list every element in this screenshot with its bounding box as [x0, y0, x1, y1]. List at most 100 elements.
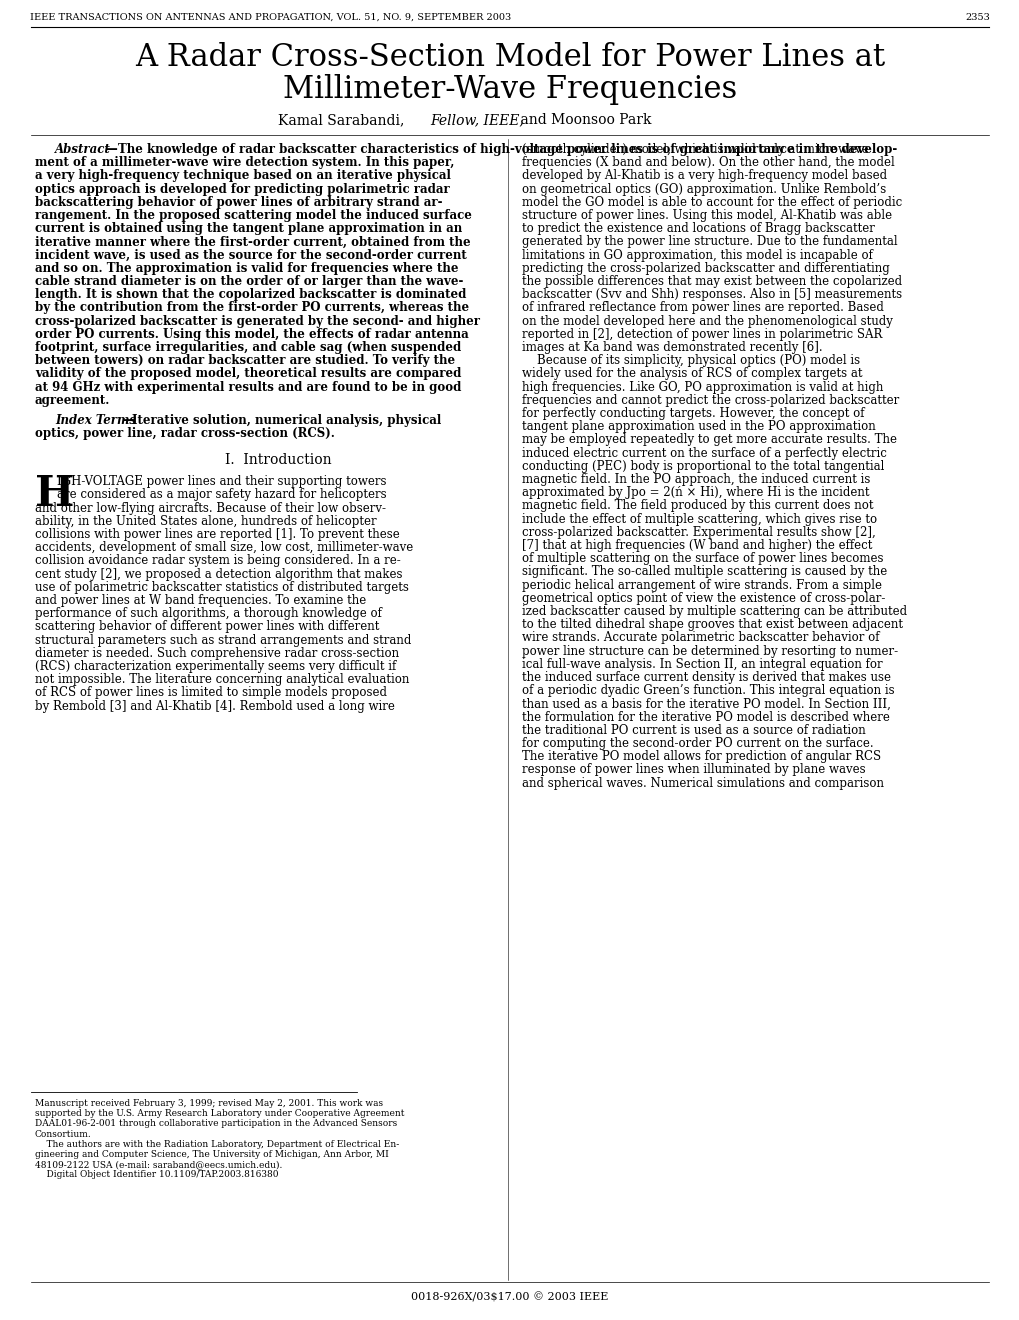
- Text: collisions with power lines are reported [1]. To prevent these: collisions with power lines are reported…: [35, 528, 399, 541]
- Text: model the GO model is able to account for the effect of periodic: model the GO model is able to account fo…: [522, 195, 902, 209]
- Text: by Rembold [3] and Al-Khatib [4]. Rembold used a long wire: by Rembold [3] and Al-Khatib [4]. Rembol…: [35, 700, 394, 713]
- Text: Kamal Sarabandi,: Kamal Sarabandi,: [278, 114, 409, 127]
- Text: magnetic field. In the PO approach, the induced current is: magnetic field. In the PO approach, the …: [522, 473, 869, 486]
- Text: at 94 GHz with experimental results and are found to be in good: at 94 GHz with experimental results and …: [35, 380, 461, 393]
- Text: A Radar Cross-Section Model for Power Lines at: A Radar Cross-Section Model for Power Li…: [135, 42, 884, 73]
- Text: gineering and Computer Science, The University of Michigan, Ann Arbor, MI: gineering and Computer Science, The Univ…: [35, 1150, 388, 1159]
- Text: structural parameters such as strand arrangements and strand: structural parameters such as strand arr…: [35, 634, 411, 647]
- Text: diameter is needed. Such comprehensive radar cross-section: diameter is needed. Such comprehensive r…: [35, 647, 398, 660]
- Text: magnetic field. The field produced by this current does not: magnetic field. The field produced by th…: [522, 499, 872, 512]
- Text: may be employed repeatedly to get more accurate results. The: may be employed repeatedly to get more a…: [522, 433, 896, 446]
- Text: for computing the second-order PO current on the surface.: for computing the second-order PO curren…: [522, 737, 872, 750]
- Text: structure of power lines. Using this model, Al-Khatib was able: structure of power lines. Using this mod…: [522, 209, 892, 222]
- Text: Consortium.: Consortium.: [35, 1130, 92, 1139]
- Text: predicting the cross-polarized backscatter and differentiating: predicting the cross-polarized backscatt…: [522, 261, 889, 275]
- Text: and so on. The approximation is valid for frequencies where the: and so on. The approximation is valid fo…: [35, 261, 459, 275]
- Text: and Moonsoo Park: and Moonsoo Park: [516, 114, 651, 127]
- Text: use of polarimetric backscatter statistics of distributed targets: use of polarimetric backscatter statisti…: [35, 581, 409, 594]
- Text: the traditional PO current is used as a source of radiation: the traditional PO current is used as a …: [522, 723, 865, 737]
- Text: response of power lines when illuminated by plane waves: response of power lines when illuminated…: [522, 763, 865, 776]
- Text: and other low-flying aircrafts. Because of their low observ-: and other low-flying aircrafts. Because …: [35, 502, 385, 515]
- Text: H: H: [35, 473, 74, 515]
- Text: are considered as a major safety hazard for helicopters: are considered as a major safety hazard …: [57, 488, 386, 502]
- Text: The authors are with the Radiation Laboratory, Department of Electrical En-: The authors are with the Radiation Labor…: [35, 1139, 398, 1148]
- Text: and power lines at W band frequencies. To examine the: and power lines at W band frequencies. T…: [35, 594, 366, 607]
- Text: for perfectly conducting targets. However, the concept of: for perfectly conducting targets. Howeve…: [522, 407, 864, 420]
- Text: ability, in the United States alone, hundreds of helicopter: ability, in the United States alone, hun…: [35, 515, 376, 528]
- Text: Digital Object Identifier 10.1109/TAP.2003.816380: Digital Object Identifier 10.1109/TAP.20…: [35, 1171, 278, 1179]
- Text: images at Ka band was demonstrated recently [6].: images at Ka band was demonstrated recen…: [522, 341, 821, 354]
- Text: by the contribution from the first-order PO currents, whereas the: by the contribution from the first-order…: [35, 301, 469, 314]
- Text: approximated by Jpo = 2(ń × Hi), where Hi is the incident: approximated by Jpo = 2(ń × Hi), where H…: [522, 486, 868, 499]
- Text: cent study [2], we proposed a detection algorithm that makes: cent study [2], we proposed a detection …: [35, 568, 403, 581]
- Text: backscattering behavior of power lines of arbitrary strand ar-: backscattering behavior of power lines o…: [35, 195, 442, 209]
- Text: current is obtained using the tangent plane approximation in an: current is obtained using the tangent pl…: [35, 222, 462, 235]
- Text: scattering behavior of different power lines with different: scattering behavior of different power l…: [35, 620, 379, 634]
- Text: agreement.: agreement.: [35, 393, 110, 407]
- Text: geometrical optics point of view the existence of cross-polar-: geometrical optics point of view the exi…: [522, 591, 884, 605]
- Text: accidents, development of small size, low cost, millimeter-wave: accidents, development of small size, lo…: [35, 541, 413, 554]
- Text: high frequencies. Like GO, PO approximation is valid at high: high frequencies. Like GO, PO approximat…: [522, 380, 882, 393]
- Text: to the tilted dihedral shape grooves that exist between adjacent: to the tilted dihedral shape grooves tha…: [522, 618, 902, 631]
- Text: periodic helical arrangement of wire strands. From a simple: periodic helical arrangement of wire str…: [522, 578, 881, 591]
- Text: Abstract: Abstract: [55, 143, 111, 156]
- Text: (smooth cylinder) model, which is valid only at microwave: (smooth cylinder) model, which is valid …: [522, 143, 868, 156]
- Text: optics, power line, radar cross-section (RCS).: optics, power line, radar cross-section …: [35, 428, 334, 440]
- Text: The iterative PO model allows for prediction of angular RCS: The iterative PO model allows for predic…: [522, 750, 880, 763]
- Text: Manuscript received February 3, 1999; revised May 2, 2001. This work was: Manuscript received February 3, 1999; re…: [35, 1100, 383, 1107]
- Text: of a periodic dyadic Green’s function. This integral equation is: of a periodic dyadic Green’s function. T…: [522, 684, 894, 697]
- Text: generated by the power line structure. Due to the fundamental: generated by the power line structure. D…: [522, 235, 897, 248]
- Text: 0018-926X/03$17.00 © 2003 IEEE: 0018-926X/03$17.00 © 2003 IEEE: [411, 1292, 608, 1303]
- Text: (RCS) characterization experimentally seems very difficult if: (RCS) characterization experimentally se…: [35, 660, 395, 673]
- Text: Index Terms: Index Terms: [55, 414, 136, 426]
- Text: cable strand diameter is on the order of or larger than the wave-: cable strand diameter is on the order of…: [35, 275, 463, 288]
- Text: IEEE TRANSACTIONS ON ANTENNAS AND PROPAGATION, VOL. 51, NO. 9, SEPTEMBER 2003: IEEE TRANSACTIONS ON ANTENNAS AND PROPAG…: [30, 13, 511, 22]
- Text: not impossible. The literature concerning analytical evaluation: not impossible. The literature concernin…: [35, 673, 409, 686]
- Text: limitations in GO approximation, this model is incapable of: limitations in GO approximation, this mo…: [522, 248, 872, 261]
- Text: and spherical waves. Numerical simulations and comparison: and spherical waves. Numerical simulatio…: [522, 776, 883, 789]
- Text: reported in [2], detection of power lines in polarimetric SAR: reported in [2], detection of power line…: [522, 327, 881, 341]
- Text: to predict the existence and locations of Bragg backscatter: to predict the existence and locations o…: [522, 222, 874, 235]
- Text: I.  Introduction: I. Introduction: [224, 453, 331, 467]
- Text: —: —: [122, 414, 133, 426]
- Text: DAAL01-96-2-001 through collaborative participation in the Advanced Sensors: DAAL01-96-2-001 through collaborative pa…: [35, 1119, 396, 1129]
- Text: power line structure can be determined by resorting to numer-: power line structure can be determined b…: [522, 644, 898, 657]
- Text: Fellow, IEEE,: Fellow, IEEE,: [430, 114, 523, 127]
- Text: iterative manner where the first-order current, obtained from the: iterative manner where the first-order c…: [35, 235, 470, 248]
- Text: —: —: [105, 143, 116, 156]
- Text: footprint, surface irregularities, and cable sag (when suspended: footprint, surface irregularities, and c…: [35, 341, 461, 354]
- Text: supported by the U.S. Army Research Laboratory under Cooperative Agreement: supported by the U.S. Army Research Labo…: [35, 1109, 405, 1118]
- Text: IGH-VOLTAGE power lines and their supporting towers: IGH-VOLTAGE power lines and their suppor…: [57, 475, 386, 488]
- Text: between towers) on radar backscatter are studied. To verify the: between towers) on radar backscatter are…: [35, 354, 454, 367]
- Text: of RCS of power lines is limited to simple models proposed: of RCS of power lines is limited to simp…: [35, 686, 386, 700]
- Text: rangement. In the proposed scattering model the induced surface: rangement. In the proposed scattering mo…: [35, 209, 472, 222]
- Text: order PO currents. Using this model, the effects of radar antenna: order PO currents. Using this model, the…: [35, 327, 469, 341]
- Text: induced electric current on the surface of a perfectly electric: induced electric current on the surface …: [522, 446, 886, 459]
- Text: frequencies (X band and below). On the other hand, the model: frequencies (X band and below). On the o…: [522, 156, 894, 169]
- Text: validity of the proposed model, theoretical results are compared: validity of the proposed model, theoreti…: [35, 367, 461, 380]
- Text: incident wave, is used as the source for the second-order current: incident wave, is used as the source for…: [35, 248, 467, 261]
- Text: tangent plane approximation used in the PO approximation: tangent plane approximation used in the …: [522, 420, 875, 433]
- Text: ment of a millimeter-wave wire detection system. In this paper,: ment of a millimeter-wave wire detection…: [35, 156, 453, 169]
- Text: include the effect of multiple scattering, which gives rise to: include the effect of multiple scatterin…: [522, 512, 876, 525]
- Text: a very high-frequency technique based on an iterative physical: a very high-frequency technique based on…: [35, 169, 450, 182]
- Text: of infrared reflectance from power lines are reported. Based: of infrared reflectance from power lines…: [522, 301, 883, 314]
- Text: conducting (PEC) body is proportional to the total tangential: conducting (PEC) body is proportional to…: [522, 459, 883, 473]
- Text: length. It is shown that the copolarized backscatter is dominated: length. It is shown that the copolarized…: [35, 288, 466, 301]
- Text: on geometrical optics (GO) approximation. Unlike Rembold’s: on geometrical optics (GO) approximation…: [522, 182, 886, 195]
- Text: performance of such algorithms, a thorough knowledge of: performance of such algorithms, a thorou…: [35, 607, 381, 620]
- Text: the possible differences that may exist between the copolarized: the possible differences that may exist …: [522, 275, 901, 288]
- Text: Iterative solution, numerical analysis, physical: Iterative solution, numerical analysis, …: [131, 414, 441, 426]
- Text: of multiple scattering on the surface of power lines becomes: of multiple scattering on the surface of…: [522, 552, 882, 565]
- Text: Millimeter-Wave Frequencies: Millimeter-Wave Frequencies: [282, 74, 737, 106]
- Text: widely used for the analysis of RCS of complex targets at: widely used for the analysis of RCS of c…: [522, 367, 862, 380]
- Text: [7] that at high frequencies (W band and higher) the effect: [7] that at high frequencies (W band and…: [522, 539, 871, 552]
- Text: significant. The so-called multiple scattering is caused by the: significant. The so-called multiple scat…: [522, 565, 887, 578]
- Text: optics approach is developed for predicting polarimetric radar: optics approach is developed for predict…: [35, 182, 449, 195]
- Text: 48109-2122 USA (e-mail: saraband@eecs.umich.edu).: 48109-2122 USA (e-mail: saraband@eecs.um…: [35, 1160, 282, 1170]
- Text: than used as a basis for the iterative PO model. In Section III,: than used as a basis for the iterative P…: [522, 697, 890, 710]
- Text: frequencies and cannot predict the cross-polarized backscatter: frequencies and cannot predict the cross…: [522, 393, 899, 407]
- Text: collision avoidance radar system is being considered. In a re-: collision avoidance radar system is bein…: [35, 554, 400, 568]
- Text: cross-polarized backscatter. Experimental results show [2],: cross-polarized backscatter. Experimenta…: [522, 525, 875, 539]
- Text: on the model developed here and the phenomenological study: on the model developed here and the phen…: [522, 314, 892, 327]
